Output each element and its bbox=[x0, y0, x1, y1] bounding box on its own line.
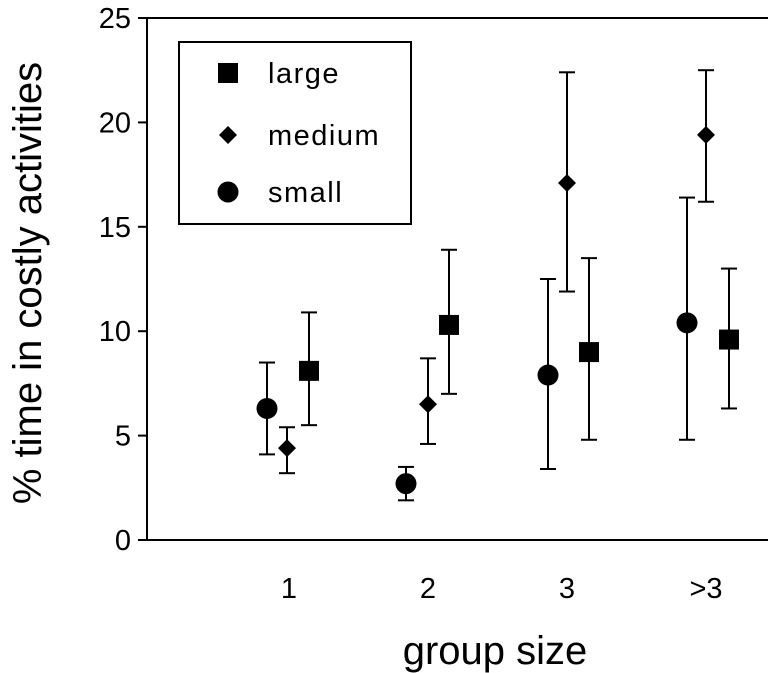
y-tick-label: 0 bbox=[115, 525, 131, 557]
y-axis: 0 5 10 15 20 25 bbox=[99, 3, 147, 557]
data-point-large bbox=[719, 329, 739, 350]
series-small bbox=[256, 196, 698, 502]
x-tick-label: 2 bbox=[420, 573, 436, 605]
series-layer bbox=[256, 69, 739, 502]
legend-marker-small bbox=[217, 181, 239, 203]
data-point-small bbox=[537, 364, 559, 386]
data-point-large bbox=[299, 360, 319, 381]
y-tick-label: 20 bbox=[99, 107, 131, 139]
data-point-large bbox=[439, 314, 459, 335]
plot-frame bbox=[146, 17, 768, 541]
y-tick-label: 15 bbox=[99, 212, 131, 244]
data-point-small bbox=[395, 473, 417, 495]
legend-label-large: large bbox=[268, 58, 340, 90]
x-tick-label: >3 bbox=[689, 573, 722, 605]
y-tick-label: 10 bbox=[99, 316, 131, 348]
series-medium bbox=[278, 69, 715, 475]
data-point-medium bbox=[558, 173, 576, 192]
data-point-small bbox=[256, 397, 278, 419]
x-axis-label: group size bbox=[403, 629, 588, 673]
data-point-large bbox=[579, 342, 599, 363]
y-tick-label: 25 bbox=[99, 3, 131, 35]
x-tick-label: 3 bbox=[559, 573, 575, 605]
x-axis: 1 2 3 >3 bbox=[281, 573, 723, 605]
data-point-medium bbox=[278, 439, 296, 458]
data-point-medium bbox=[419, 395, 437, 414]
legend-label-medium: medium bbox=[268, 120, 380, 152]
legend: large medium small bbox=[178, 41, 412, 225]
legend-marker-medium bbox=[219, 126, 237, 144]
x-tick-label: 1 bbox=[281, 573, 297, 605]
data-point-small bbox=[676, 312, 698, 334]
data-point-medium bbox=[697, 125, 715, 144]
y-axis-label: % time in costly activities bbox=[6, 62, 50, 504]
series-large bbox=[299, 248, 739, 441]
legend-label-small: small bbox=[268, 177, 343, 209]
legend-marker-large bbox=[218, 63, 238, 83]
y-tick-label: 5 bbox=[115, 421, 131, 453]
